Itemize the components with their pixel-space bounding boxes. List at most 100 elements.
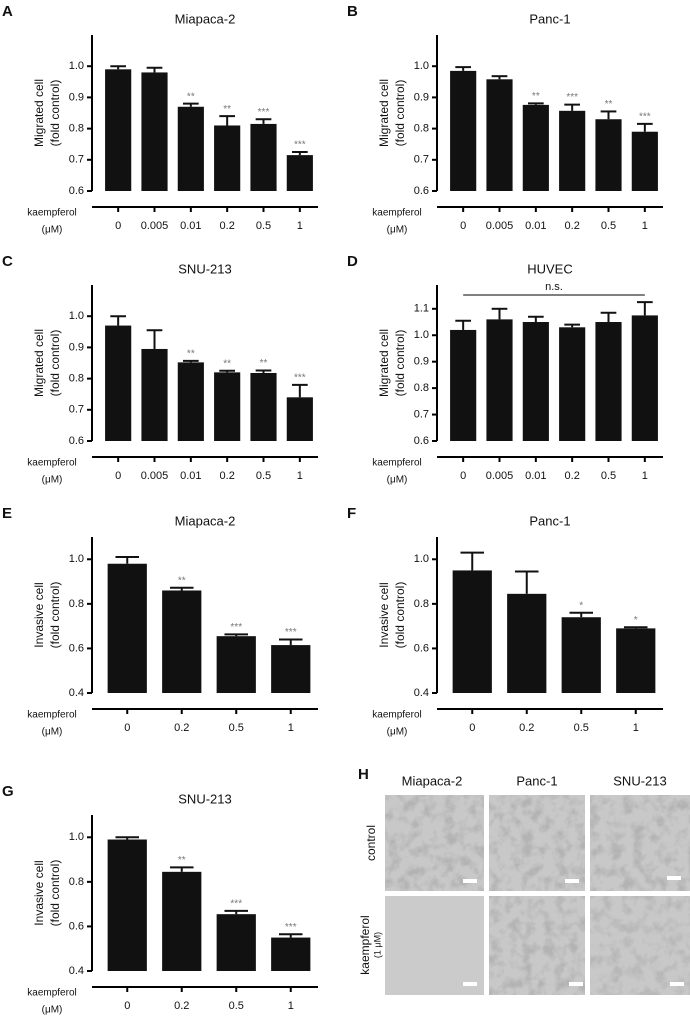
bar [507,593,547,693]
y-axis-label: Migrated cell [32,79,46,147]
y-tick-label: 0.8 [414,123,429,135]
x-tick-label: 1 [642,470,648,482]
y-tick-label: 0.6 [69,185,84,197]
scale-bar [670,982,684,986]
y-tick-label: 1.1 [414,303,429,315]
bar [216,636,256,693]
x-tick-label: 0.2 [174,722,189,734]
y-tick-label: 1.0 [69,310,84,322]
significance: ** [532,91,540,102]
panel-label: H [358,766,369,783]
x-axis-label: kaempferol [27,458,76,469]
annotation: n.s. [545,281,563,293]
column-label: Panc-1 [516,773,557,788]
y-axis-label: Migrated cell [377,79,391,147]
x-axis-label: kaempferol [372,458,421,469]
x-axis-label: (μM) [387,727,408,738]
x-tick-label: 0.2 [220,470,235,482]
y-tick-label: 0.8 [69,598,84,610]
x-axis-label: (μM) [42,225,63,236]
chart-title: SNU-213 [178,261,231,276]
bar [141,72,168,191]
chart-title: SNU-213 [178,791,231,806]
bar [450,329,477,441]
x-tick-label: 0.2 [174,1000,189,1012]
y-tick-label: 1.0 [414,329,429,341]
bar [522,104,549,191]
bar [105,325,132,441]
x-tick-label: 0.5 [229,722,244,734]
bar [177,106,204,191]
row-label: (1 μM) [372,932,382,958]
panel-label: A [2,3,13,20]
y-tick-label: 0.4 [69,687,84,699]
y-tick-label: 0.8 [414,598,429,610]
y-tick-label: 0.8 [69,123,84,135]
panel-label: B [347,3,358,20]
y-axis-label: Invasive cell [377,582,391,647]
scale-bar [463,879,477,883]
bar [107,563,147,693]
significance: *** [294,372,306,383]
x-tick-label: 0.2 [220,220,235,232]
x-tick-label: 0 [460,220,466,232]
bar [631,131,658,191]
y-tick-label: 0.6 [69,920,84,932]
bar [595,322,622,441]
panel-label: E [2,505,12,522]
y-tick-label: 1.0 [69,831,84,843]
significance: *** [285,922,297,933]
chart-title: Miapaca-2 [175,11,236,26]
x-tick-label: 0.01 [180,220,201,232]
x-tick-label: 0.5 [256,470,271,482]
x-tick-label: 0 [124,722,130,734]
x-tick-label: 0.01 [525,220,546,232]
panel-label: C [2,253,13,270]
bar [286,397,313,441]
x-tick-label: 1 [642,220,648,232]
chart-title: Panc-1 [529,11,570,26]
x-tick-label: 0.005 [486,220,514,232]
bar [162,590,202,693]
row-label: kaempferol [358,915,372,974]
y-tick-label: 1.0 [414,60,429,72]
y-tick-label: 0.7 [414,408,429,420]
x-axis-label: (μM) [42,1005,63,1016]
bar [271,937,311,971]
significance: ** [223,358,231,369]
y-tick-label: 0.7 [414,154,429,166]
bar [450,70,477,191]
y-tick-label: 0.6 [414,185,429,197]
x-axis-label: (μM) [42,727,63,738]
bar [214,372,241,441]
y-tick-label: 0.4 [69,965,84,977]
y-tick-label: 0.7 [69,154,84,166]
bar [559,110,586,191]
x-axis-label: (μM) [42,475,63,486]
y-axis-label: (fold control) [393,582,407,649]
y-axis-label: (fold control) [393,330,407,397]
scale-bar [565,879,579,883]
y-axis-label: (fold control) [393,80,407,147]
significance: *** [230,898,242,909]
bar [250,372,277,441]
chart-title: Miapaca-2 [175,513,236,528]
panel-label: D [347,253,358,270]
column-label: SNU-213 [613,773,666,788]
x-tick-label: 1 [288,1000,294,1012]
bar [216,914,256,971]
micrographs [385,795,690,995]
micrograph-texture [590,896,690,995]
x-tick-label: 0.2 [519,722,534,734]
column-label: Miapaca-2 [402,773,463,788]
significance: *** [285,627,297,638]
micrograph-texture [489,795,585,891]
x-tick-label: 0.5 [601,470,616,482]
y-tick-label: 1.0 [69,553,84,565]
y-axis-label: (fold control) [48,330,62,397]
x-tick-label: 0.5 [256,220,271,232]
x-tick-label: 0.005 [141,470,169,482]
x-tick-label: 0.005 [141,220,169,232]
bar [107,839,147,971]
